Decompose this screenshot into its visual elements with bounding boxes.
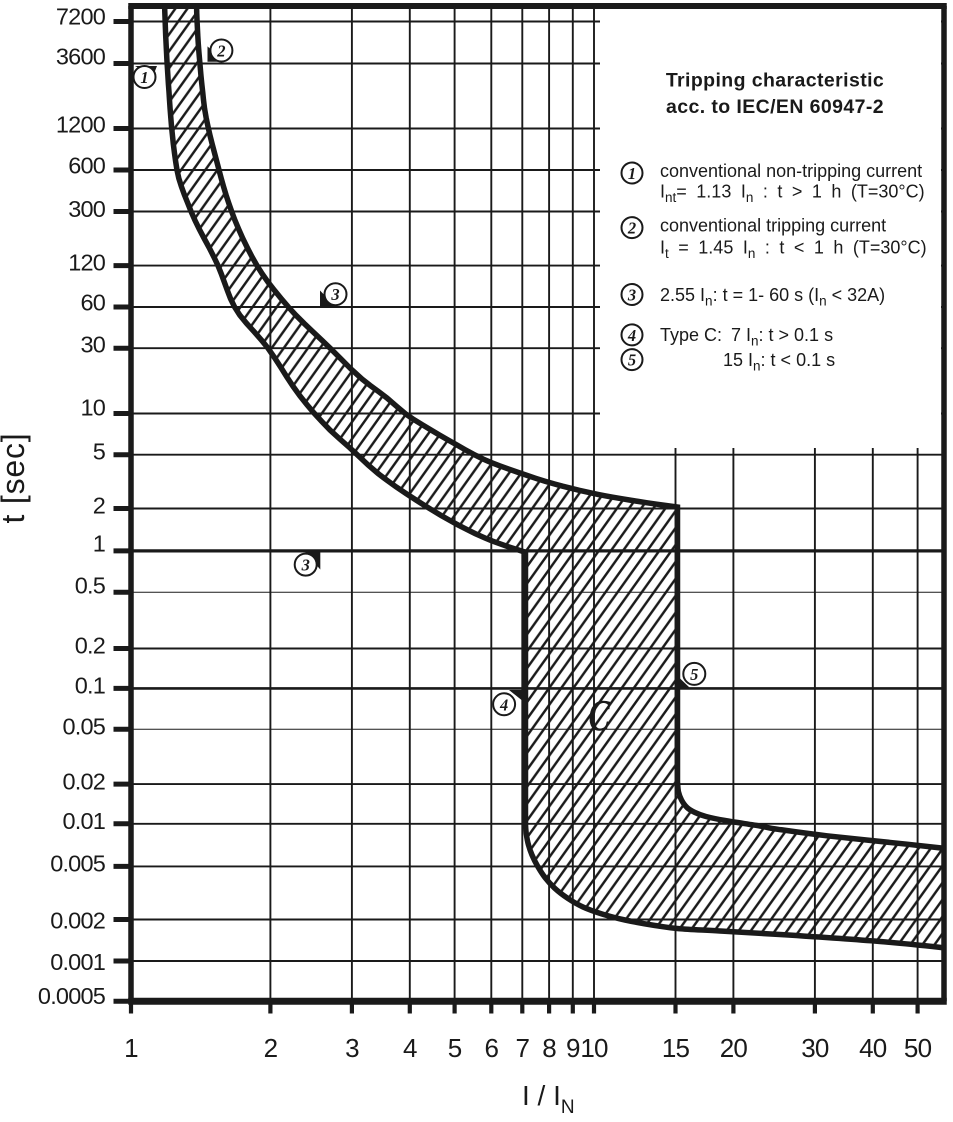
svg-text:7 In​: t > 0.1 s: 7 In​: t > 0.1 s: [731, 325, 833, 349]
svg-text:3: 3: [627, 286, 636, 305]
svg-text:2.55 In​: t = 1- 60 s (In​ < 3: 2.55 In​: t = 1- 60 s (In​ < 32A): [660, 285, 885, 309]
svg-text:3: 3: [330, 285, 339, 304]
svg-text:0.005: 0.005: [50, 850, 106, 876]
svg-text:0.002: 0.002: [50, 908, 105, 934]
svg-text:2: 2: [93, 493, 105, 519]
svg-text:t [sec]: t [sec]: [0, 433, 31, 524]
svg-text:8: 8: [542, 1033, 556, 1063]
svg-text:3: 3: [345, 1033, 359, 1063]
svg-text:10: 10: [580, 1033, 608, 1063]
svg-text:2: 2: [627, 219, 636, 238]
svg-text:2: 2: [216, 42, 225, 61]
svg-text:It​ = 1.45 In​ : t < 1 h (T=: It​ = 1.45 In​ : t < 1 h (T=30°C): [660, 238, 927, 262]
svg-text:7200: 7200: [56, 4, 106, 30]
svg-text:4: 4: [403, 1033, 417, 1063]
svg-text:9: 9: [566, 1033, 580, 1063]
svg-text:0.5: 0.5: [75, 573, 106, 599]
svg-text:conventional tripping current: conventional tripping current: [660, 216, 886, 236]
svg-text:3: 3: [301, 556, 310, 575]
svg-text:0.2: 0.2: [75, 633, 105, 659]
svg-text:1: 1: [628, 164, 636, 183]
svg-text:5: 5: [628, 351, 636, 370]
svg-text:0.02: 0.02: [62, 769, 105, 795]
svg-text:5: 5: [93, 438, 106, 464]
svg-text:0.05: 0.05: [62, 713, 105, 739]
svg-text:1: 1: [140, 68, 148, 87]
svg-text:2: 2: [264, 1033, 278, 1063]
svg-text:7: 7: [515, 1033, 529, 1063]
svg-text:4: 4: [499, 695, 508, 714]
svg-text:3600: 3600: [56, 44, 106, 70]
svg-text:Tripping characteristic: Tripping characteristic: [666, 70, 884, 92]
svg-text:Int​= 1.13 In​ : t > 1 h (T=: Int​= 1.13 In​ : t > 1 h (T=30°C): [660, 182, 925, 206]
svg-text:15: 15: [662, 1033, 690, 1063]
svg-text:5: 5: [448, 1033, 462, 1063]
svg-text:conventional non-tripping curr: conventional non-tripping current: [660, 161, 922, 181]
svg-text:0.01: 0.01: [62, 808, 105, 834]
svg-text:6: 6: [484, 1033, 498, 1063]
svg-text:300: 300: [68, 196, 106, 222]
svg-text:20: 20: [720, 1033, 748, 1063]
svg-text:50: 50: [904, 1033, 932, 1063]
svg-text:15 In​: t < 0.1 s: 15 In​: t < 0.1 s: [723, 350, 835, 374]
svg-text:30: 30: [80, 332, 105, 358]
svg-text:1: 1: [93, 530, 105, 556]
svg-text:0.001: 0.001: [50, 949, 105, 975]
svg-text:10: 10: [80, 395, 105, 421]
svg-text:acc. to IEC/EN 60947-2: acc. to IEC/EN 60947-2: [666, 96, 884, 118]
svg-text:0.1: 0.1: [75, 672, 105, 698]
svg-text:120: 120: [68, 250, 106, 276]
svg-text:40: 40: [859, 1033, 887, 1063]
svg-text:0.0005: 0.0005: [38, 983, 106, 1009]
svg-text:600: 600: [68, 153, 106, 179]
svg-text:5: 5: [690, 665, 698, 684]
svg-text:Type C:: Type C:: [660, 325, 722, 345]
svg-text:1: 1: [124, 1033, 138, 1063]
svg-text:C: C: [589, 692, 612, 740]
svg-text:4: 4: [627, 326, 636, 345]
svg-text:60: 60: [80, 290, 105, 316]
svg-text:30: 30: [801, 1033, 829, 1063]
svg-text:1200: 1200: [56, 111, 106, 137]
